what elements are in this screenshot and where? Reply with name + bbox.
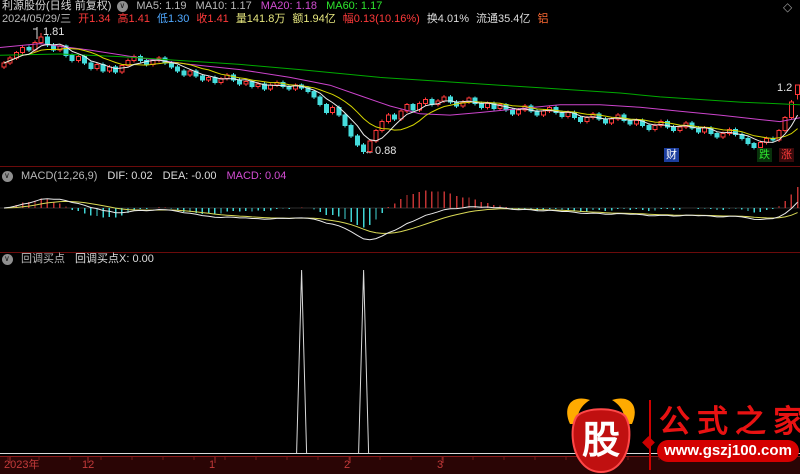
macd-dif-readout: DIF: 0.02 bbox=[107, 170, 153, 182]
watermark-divider bbox=[649, 400, 651, 470]
quote-field: 量141.8万 bbox=[235, 13, 286, 25]
ma-readout: MA5: 1.19 bbox=[136, 0, 187, 12]
price-annotation: 1.81 bbox=[43, 26, 65, 38]
macd-params: MACD(12,26,9) bbox=[21, 170, 98, 182]
axis-month-label: 1 bbox=[209, 459, 216, 471]
rise-button[interactable]: 涨 bbox=[779, 148, 794, 162]
signal-collapse-icon[interactable] bbox=[2, 252, 13, 265]
decline-button[interactable]: 跌 bbox=[757, 148, 772, 162]
watermark-brand: 公式之家 bbox=[659, 404, 800, 439]
finance-button[interactable]: 财 bbox=[664, 148, 679, 162]
stock-title: 利源股份(日线 前复权) bbox=[2, 0, 112, 12]
quote-bar: 2024/05/29/三 开1.34 高1.41 低1.30 收1.41 量141.8万额… bbox=[2, 13, 555, 26]
ma-readout: MA60: 1.17 bbox=[326, 0, 383, 12]
quote-field: 铝 bbox=[537, 13, 549, 25]
watermark: 股 公式之家 www.gszj100.com bbox=[552, 388, 800, 474]
axis-month-label: 3 bbox=[437, 459, 444, 471]
axis-month-label: 12 bbox=[82, 459, 95, 471]
corner-diamond-icon[interactable]: ◇ bbox=[783, 0, 793, 14]
quote-field: 幅0.13(10.16%) bbox=[342, 13, 420, 25]
quote-field: 额1.94亿 bbox=[292, 13, 336, 25]
signal-name: 回调买点 bbox=[21, 253, 65, 265]
bull-logo-icon: 股 bbox=[567, 398, 635, 473]
watermark-site: www.gszj100.com bbox=[657, 440, 799, 462]
macd-panel-header: MACD(12,26,9) DIF: 0.02 DEA: -0.00 MACD:… bbox=[2, 169, 296, 183]
signal-panel-header: 回调买点 回调买点X: 0.00 bbox=[2, 252, 164, 266]
macd-collapse-icon[interactable] bbox=[2, 169, 13, 182]
quote-field: 开1.34 bbox=[78, 13, 111, 25]
quote-field: 流通35.4亿 bbox=[476, 13, 531, 25]
ma-readouts: MA5: 1.19 MA10: 1.17 MA20: 1.18 MA60: 1.17 bbox=[136, 0, 391, 13]
price-annotation: ←0.88 bbox=[364, 145, 397, 157]
quote-field: 2024/05/29/三 bbox=[2, 13, 72, 25]
quote-fields: 2024/05/29/三 开1.34 高1.41 低1.30 收1.41 量141.8万额… bbox=[2, 13, 555, 26]
quote-field: 收1.41 bbox=[196, 13, 229, 25]
axis-month-label: 2 bbox=[344, 459, 351, 471]
signal-value-readout: 回调买点X: 0.00 bbox=[75, 253, 154, 265]
axis-month-label: 2023年 bbox=[4, 459, 40, 471]
macd-dea-readout: DEA: -0.00 bbox=[162, 170, 217, 182]
quote-field: 高1.41 bbox=[117, 13, 150, 25]
title-dropdown-icon[interactable] bbox=[117, 0, 129, 12]
ma-readout: MA10: 1.17 bbox=[195, 0, 252, 12]
title-bar: 利源股份(日线 前复权) MA5: 1.19 MA10: 1.17 MA20: 1.… bbox=[2, 0, 391, 13]
quote-field: 换4.01% bbox=[426, 13, 470, 25]
macd-value-readout: MACD: 0.04 bbox=[226, 170, 287, 182]
ma-readout: MA20: 1.18 bbox=[260, 0, 318, 12]
logo-char: 股 bbox=[582, 420, 620, 462]
price-annotation: 1.2 bbox=[777, 82, 793, 94]
quote-field: 低1.30 bbox=[156, 13, 190, 25]
